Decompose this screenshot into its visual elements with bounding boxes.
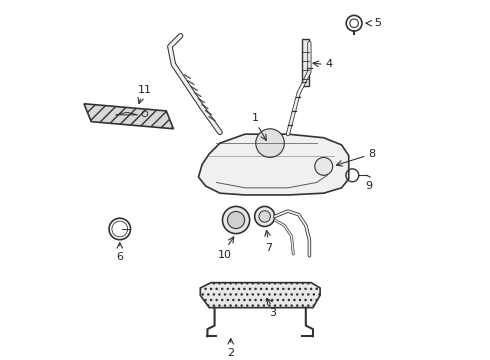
Text: 3: 3 [270, 309, 276, 318]
Polygon shape [198, 134, 349, 195]
Circle shape [255, 206, 275, 226]
Polygon shape [200, 283, 320, 308]
Text: 5: 5 [374, 18, 381, 28]
Polygon shape [84, 104, 173, 129]
Text: 10: 10 [218, 251, 232, 260]
Text: 6: 6 [116, 252, 123, 262]
Circle shape [259, 211, 270, 222]
Circle shape [227, 211, 245, 229]
Circle shape [256, 129, 284, 157]
Circle shape [222, 206, 249, 234]
Text: 8: 8 [368, 149, 375, 159]
Text: 1: 1 [251, 113, 259, 123]
Text: 11: 11 [138, 85, 152, 95]
Text: 2: 2 [227, 348, 234, 358]
Circle shape [315, 157, 333, 175]
Text: 4: 4 [325, 59, 333, 69]
Text: 9: 9 [365, 181, 372, 191]
Bar [302, 39, 309, 86]
Text: 7: 7 [265, 243, 272, 253]
